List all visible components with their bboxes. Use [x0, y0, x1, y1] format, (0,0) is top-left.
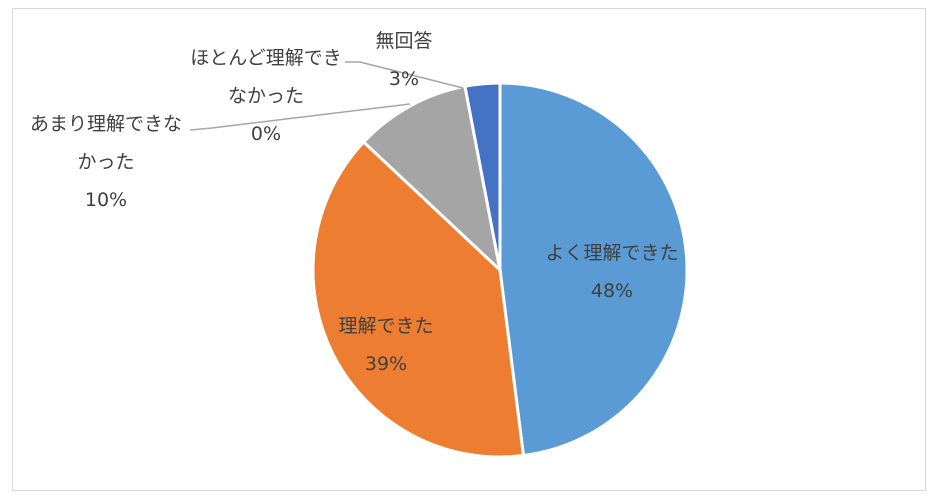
- data-label-category: かった: [77, 151, 134, 173]
- data-label-percent: 48%: [591, 280, 633, 302]
- data-label-category: 無回答: [375, 30, 432, 52]
- data-label-percent: 3%: [389, 68, 419, 90]
- data-label-percent: 0%: [251, 123, 281, 145]
- pie-slice: [463, 81, 502, 271]
- pie-slice: [311, 139, 526, 459]
- data-label-category: ほとんど理解でき: [190, 47, 341, 69]
- pie-slice: [498, 81, 689, 458]
- data-label-category: 理解できた: [338, 315, 433, 337]
- data-label-percent: 10%: [85, 189, 127, 211]
- data-label-percent: 39%: [365, 353, 407, 375]
- data-label-category: なかった: [228, 85, 304, 107]
- leader-line: [345, 61, 464, 89]
- data-label-category: よく理解できた: [545, 242, 678, 264]
- data-label-category: あまり理解できな: [30, 113, 182, 135]
- leader-line: [189, 103, 411, 131]
- chart-area: [12, 8, 926, 491]
